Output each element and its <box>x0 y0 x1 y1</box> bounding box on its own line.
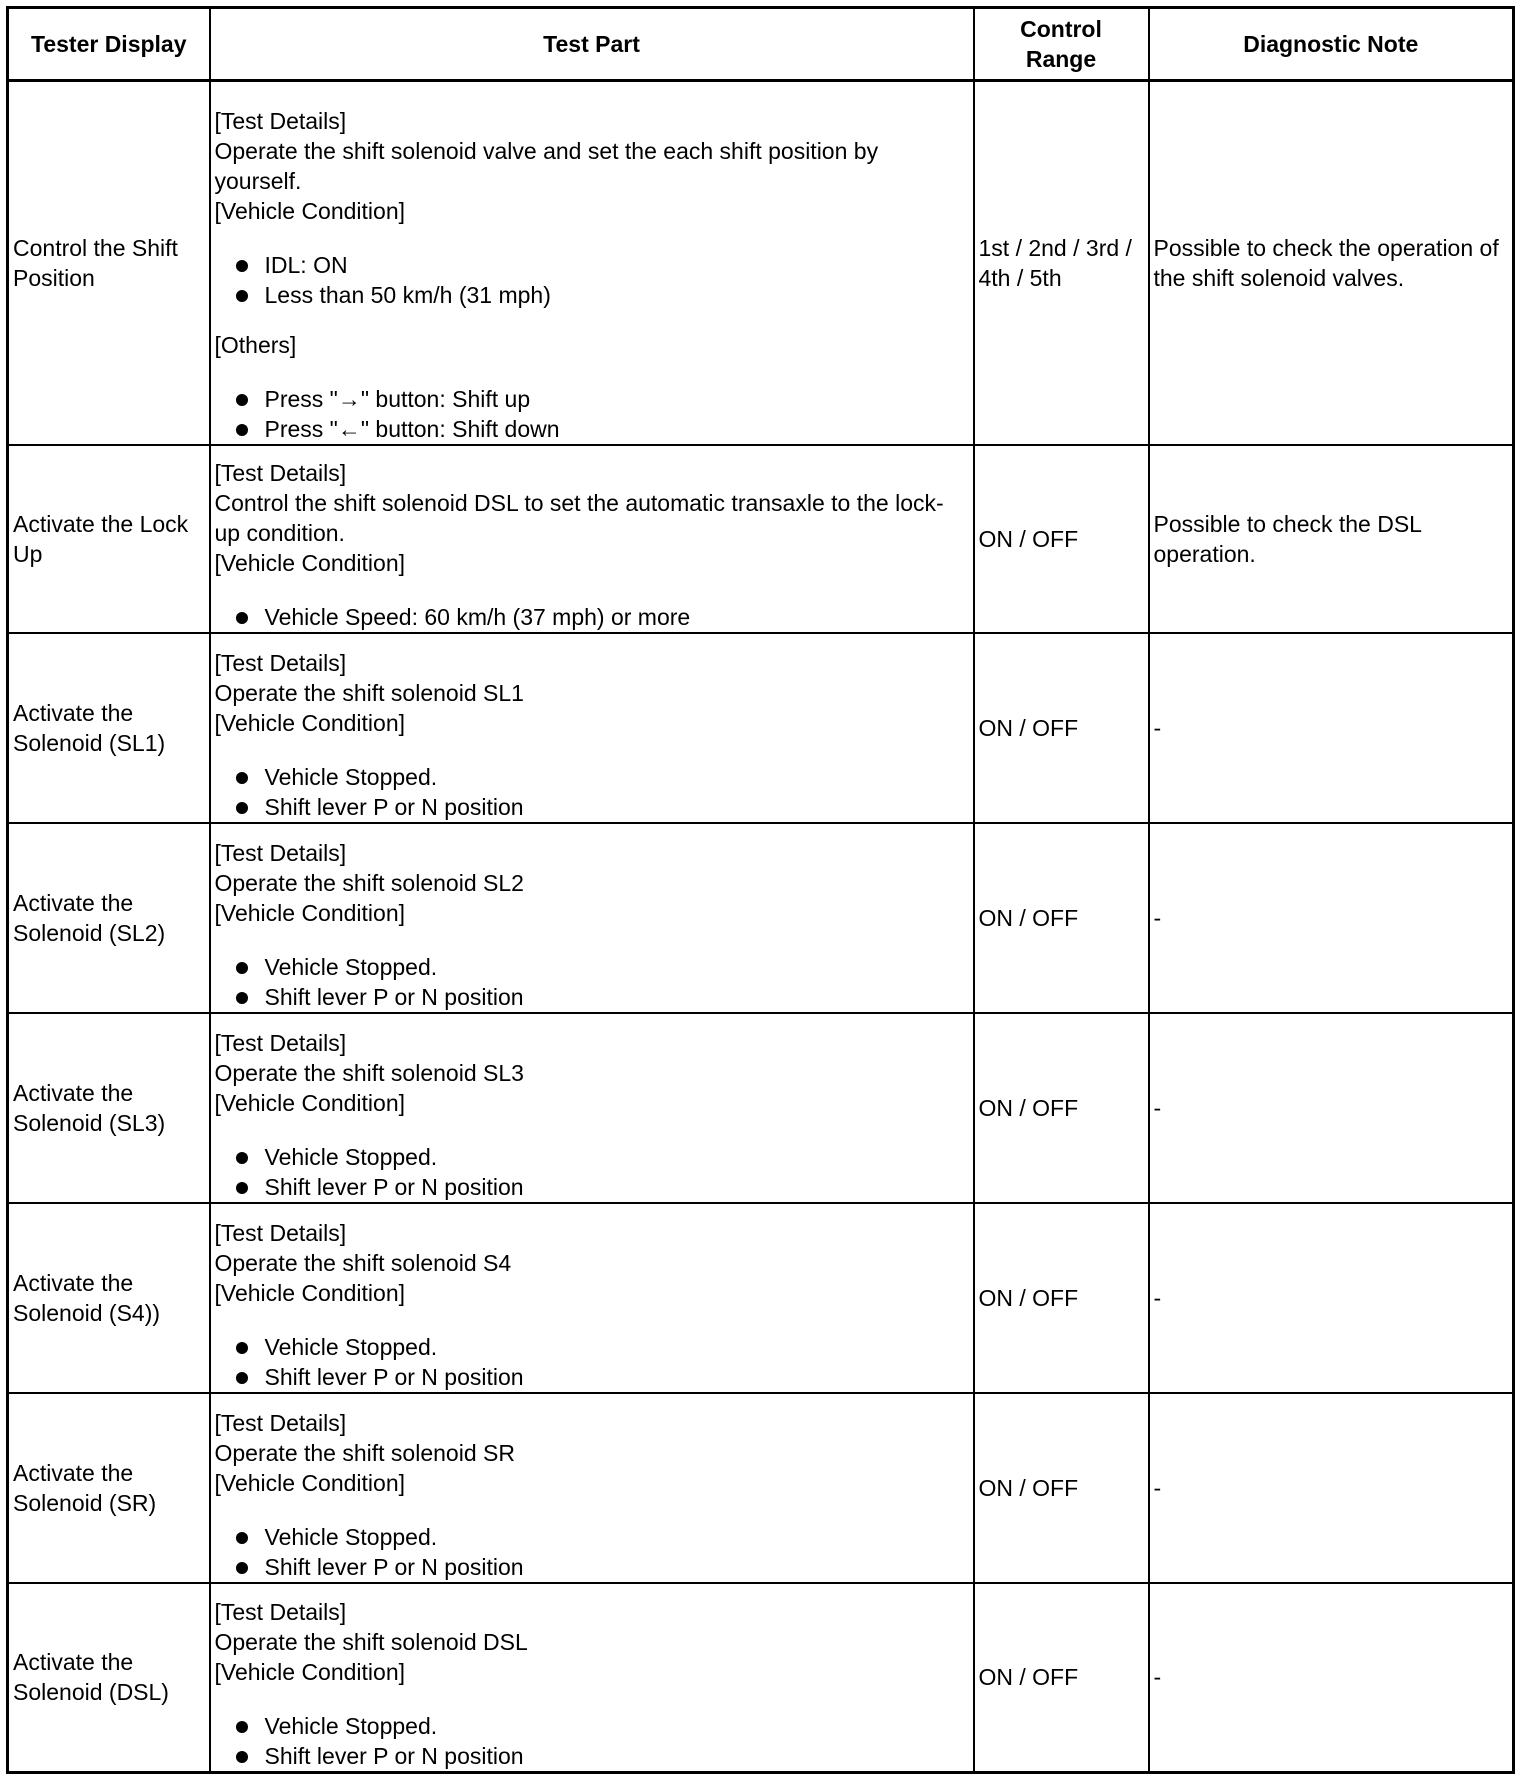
condition-item: Vehicle Stopped. <box>233 762 969 792</box>
test-details-text: Operate the shift solenoid DSL <box>214 1629 528 1655</box>
tester-display-cell: Activate the Solenoid (SL3) <box>6 1011 211 1204</box>
diagnostic-note-cell: Possible to check the operation of the s… <box>1147 79 1515 446</box>
header-row: Tester Display Test Part Control Range D… <box>6 6 1515 82</box>
others-list: Press "→" button: Shift up Press "←" butt… <box>215 384 969 444</box>
condition-item: Shift lever P or N position <box>233 1741 969 1771</box>
test-details-text: Operate the shift solenoid valve and set… <box>214 137 879 194</box>
tester-display-cell: Activate the Lock Up <box>6 443 211 634</box>
condition-item: Shift lever P or N position <box>233 792 969 822</box>
test-details-label: [Test Details] <box>214 839 347 866</box>
vehicle-condition-label: [Vehicle Condition] <box>214 709 406 736</box>
test-part-cell: [Test Details] Operate the shift solenoi… <box>208 1391 975 1584</box>
condition-item: Vehicle Stopped. <box>233 1522 969 1552</box>
test-part-cell: [Test Details] Control the shift solenoi… <box>208 443 975 634</box>
tester-display-cell: Activate the Solenoid (S4)) <box>6 1201 211 1394</box>
condition-list: Vehicle Speed: 60 km/h (37 mph) or more <box>215 602 969 632</box>
table-row: Activate the Solenoid (DSL) [Test Detail… <box>6 1581 1515 1774</box>
condition-list: Vehicle Stopped. Shift lever P or N posit… <box>215 1522 969 1582</box>
tester-display-cell: Activate the Solenoid (DSL) <box>6 1581 211 1774</box>
vehicle-condition-label: [Vehicle Condition] <box>214 1089 406 1116</box>
diagnostic-note-cell: - <box>1147 1011 1515 1204</box>
condition-list: Vehicle Stopped. Shift lever P or N posit… <box>215 952 969 1012</box>
active-test-table: Tester Display Test Part Control Range D… <box>6 6 1515 1774</box>
condition-item: Vehicle Stopped. <box>233 952 969 982</box>
condition-list: IDL: ON Less than 50 km/h (31 mph) <box>215 250 969 310</box>
test-part-cell: [Test Details] Operate the shift solenoi… <box>208 631 975 824</box>
condition-item: Vehicle Speed: 60 km/h (37 mph) or more <box>233 602 969 632</box>
table-row: Activate the Solenoid (SL2) [Test Detail… <box>6 821 1515 1014</box>
header-tester-display: Tester Display <box>6 6 211 82</box>
table-row: Activate the Solenoid (SL3) [Test Detail… <box>6 1011 1515 1204</box>
test-details-label: [Test Details] <box>214 1219 347 1246</box>
diagnostic-note-cell: Possible to check the DSL operation. <box>1147 443 1515 634</box>
diagnostic-note-cell: - <box>1147 1391 1515 1584</box>
condition-list: Vehicle Stopped. Shift lever P or N posit… <box>215 1332 969 1392</box>
condition-item: IDL: ON <box>233 250 969 280</box>
control-range-cell: ON / OFF <box>972 1391 1150 1584</box>
condition-item: Shift lever P or N position <box>233 1172 969 1202</box>
header-diagnostic-note: Diagnostic Note <box>1147 6 1515 82</box>
condition-item: Shift lever P or N position <box>233 982 969 1012</box>
vehicle-condition-label: [Vehicle Condition] <box>214 1659 406 1685</box>
control-range-cell: ON / OFF <box>972 631 1150 824</box>
condition-item: Vehicle Stopped. <box>233 1711 969 1741</box>
condition-item: Vehicle Stopped. <box>233 1142 969 1172</box>
diagnostic-note-cell: - <box>1147 631 1515 824</box>
others-item: Press "←" button: Shift down <box>233 414 969 444</box>
vehicle-condition-label: [Vehicle Condition] <box>214 197 406 224</box>
table-row: Control the Shift Position [Test Details… <box>6 79 1515 446</box>
diagnostic-note-cell: - <box>1147 1201 1515 1394</box>
condition-item: Vehicle Stopped. <box>233 1332 969 1362</box>
condition-item: Shift lever P or N position <box>233 1362 969 1392</box>
test-details-text: Operate the shift solenoid SR <box>214 1439 515 1466</box>
control-range-cell: ON / OFF <box>972 1011 1150 1204</box>
others-item: Press "→" button: Shift up <box>233 384 969 414</box>
tester-display-cell: Activate the Solenoid (SR) <box>6 1391 211 1584</box>
condition-list: Vehicle Stopped. Shift lever P or N posit… <box>215 1711 969 1771</box>
test-part-cell: [Test Details] Operate the shift solenoi… <box>208 821 975 1014</box>
vehicle-condition-label: [Vehicle Condition] <box>214 1279 406 1306</box>
condition-item: Less than 50 km/h (31 mph) <box>233 280 969 310</box>
vehicle-condition-label: [Vehicle Condition] <box>214 1469 406 1496</box>
tester-display-cell: Activate the Solenoid (SL1) <box>6 631 211 824</box>
test-details-label: [Test Details] <box>214 1599 347 1625</box>
test-part-cell: [Test Details] Operate the shift solenoi… <box>208 1011 975 1204</box>
test-details-label: [Test Details] <box>214 1029 347 1056</box>
diagnostic-note-cell: - <box>1147 821 1515 1014</box>
control-range-cell: ON / OFF <box>972 821 1150 1014</box>
control-range-cell: ON / OFF <box>972 443 1150 634</box>
diagnostic-note-cell: - <box>1147 1581 1515 1774</box>
test-details-label: [Test Details] <box>214 649 347 676</box>
test-details-text: Operate the shift solenoid S4 <box>214 1249 512 1276</box>
test-details-text: Control the shift solenoid DSL to set th… <box>214 489 944 546</box>
control-range-cell: ON / OFF <box>972 1201 1150 1394</box>
table-row: Activate the Solenoid (S4)) [Test Detail… <box>6 1201 1515 1394</box>
test-part-cell: [Test Details] Operate the shift solenoi… <box>208 1201 975 1394</box>
test-details-label: [Test Details] <box>214 1409 347 1436</box>
vehicle-condition-label: [Vehicle Condition] <box>214 899 406 926</box>
control-range-cell: ON / OFF <box>972 1581 1150 1774</box>
condition-item: Shift lever P or N position <box>233 1552 969 1582</box>
control-range-cell: 1st / 2nd / 3rd / 4th / 5th <box>972 79 1150 446</box>
tester-display-cell: Control the Shift Position <box>6 79 211 446</box>
test-details-label: [Test Details] <box>214 107 347 134</box>
table-row: Activate the Lock Up [Test Details] Cont… <box>6 443 1515 634</box>
condition-list: Vehicle Stopped. Shift lever P or N posit… <box>215 762 969 822</box>
header-test-part: Test Part <box>208 6 975 82</box>
header-control-range: Control Range <box>972 6 1150 82</box>
test-details-text: Operate the shift solenoid SL2 <box>214 869 524 896</box>
tester-display-cell: Activate the Solenoid (SL2) <box>6 821 211 1014</box>
table-row: Activate the Solenoid (SR) [Test Details… <box>6 1391 1515 1584</box>
others-label: [Others] <box>214 331 297 358</box>
test-details-text: Operate the shift solenoid SL1 <box>214 679 524 706</box>
test-details-text: Operate the shift solenoid SL3 <box>214 1059 524 1086</box>
test-part-cell: [Test Details] Operate the shift solenoi… <box>208 79 975 446</box>
condition-list: Vehicle Stopped. Shift lever P or N posit… <box>215 1142 969 1202</box>
test-part-cell: [Test Details] Operate the shift solenoi… <box>208 1581 975 1774</box>
table-row: Activate the Solenoid (SL1) [Test Detail… <box>6 631 1515 824</box>
test-details-label: [Test Details] <box>214 459 347 486</box>
vehicle-condition-label: [Vehicle Condition] <box>214 549 406 576</box>
